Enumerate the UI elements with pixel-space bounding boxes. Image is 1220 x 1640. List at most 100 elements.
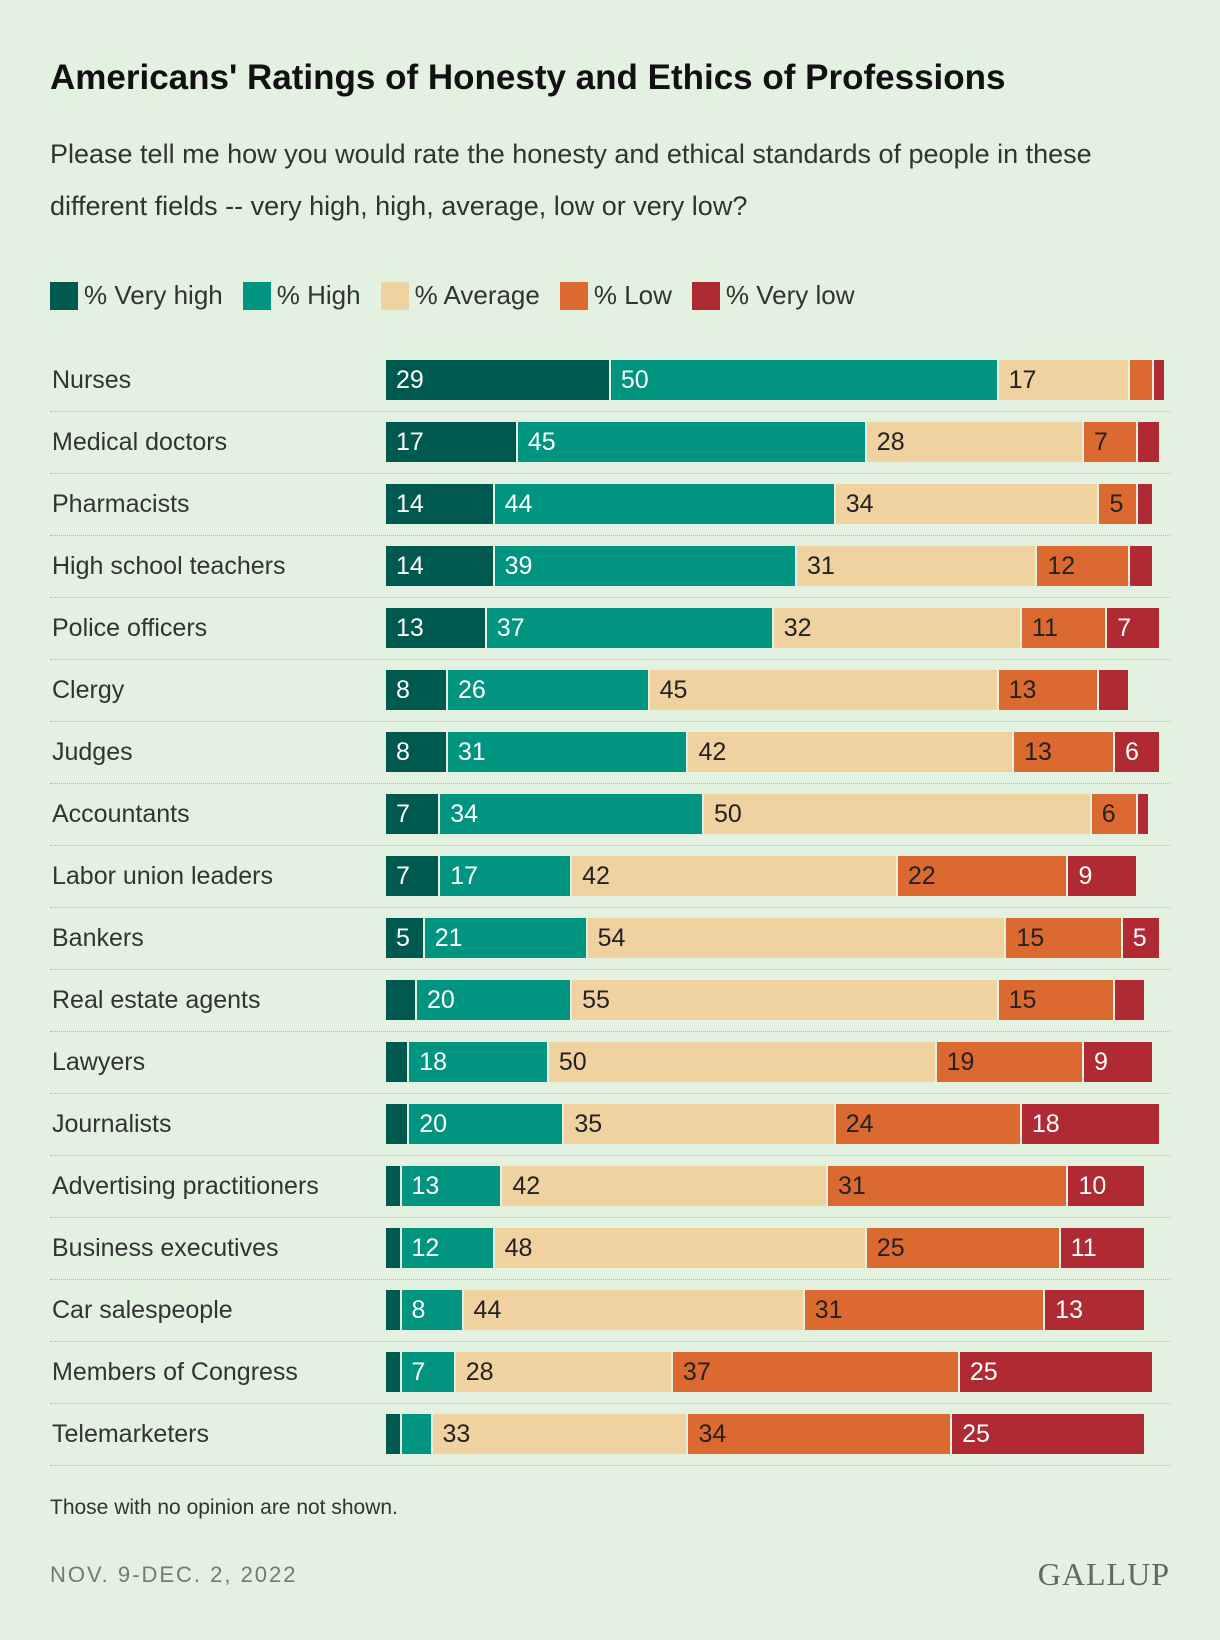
bar-segment: 13: [1045, 1290, 1146, 1330]
bar-segment: 6: [1091, 794, 1139, 834]
bar-segment: 8: [386, 732, 449, 772]
bar-segment: 8: [401, 1290, 464, 1330]
bar-segment: 48: [494, 1228, 867, 1268]
bar-segment: [386, 1042, 410, 1082]
bar-segment: [1138, 422, 1162, 462]
data-label: 29: [396, 366, 424, 394]
chart-row: Nurses 29 50 17: [50, 349, 1170, 412]
chart-row: Labor union leaders 7 17 42 22 9: [50, 845, 1170, 908]
bar-segment: 20: [417, 980, 573, 1020]
legend: % Very high % High % Average % Low % Very lo…: [50, 280, 855, 311]
bar-segment: 42: [572, 856, 898, 896]
data-label: 45: [527, 428, 556, 456]
bar-segment: [1130, 546, 1154, 586]
data-label: 31: [814, 1296, 843, 1324]
bar-segment: 31: [448, 732, 689, 772]
bar-segment: [1138, 484, 1154, 524]
bar-segment: 31: [828, 1166, 1069, 1206]
bar-segment: 17: [998, 360, 1131, 400]
data-label: 7: [411, 1358, 426, 1386]
category-label: Nurses: [52, 366, 132, 394]
chart-row: Advertising practitioners 13 42 31 10: [50, 1155, 1170, 1218]
chart-row: Accountants 7 34 50 6: [50, 783, 1170, 846]
chart-row: Journalists 20 35 24 18: [50, 1093, 1170, 1156]
chart-row: Bankers 5 21 54 15 5: [50, 907, 1170, 970]
legend-item: % High: [242, 280, 361, 311]
chart-row: Car salespeople 8 44 31 13: [50, 1279, 1170, 1342]
data-label: 6: [1124, 738, 1139, 766]
bar-segment: 18: [1021, 1104, 1162, 1144]
data-label: 7: [1093, 428, 1108, 456]
bar-segment: [386, 1228, 402, 1268]
bar-segment: 15: [1006, 918, 1123, 958]
chart-row: Members of Congress 7 28 37 25: [50, 1341, 1170, 1404]
bar-segment: 10: [1068, 1166, 1146, 1206]
bar-segment: 42: [688, 732, 1015, 772]
data-label: 24: [845, 1110, 874, 1138]
category-label: Accountants: [52, 800, 190, 828]
category-label: Pharmacists: [52, 490, 190, 518]
bar-segment: 34: [440, 794, 704, 834]
data-label: 31: [458, 738, 486, 766]
category-label: Telemarketers: [52, 1420, 209, 1448]
legend-label: % Very low: [725, 280, 855, 310]
bar-segment: 13: [401, 1166, 503, 1206]
data-label: 44: [473, 1296, 502, 1324]
bar-segment: 50: [703, 794, 1092, 834]
data-label: 34: [450, 800, 479, 828]
bar-segment: 18: [409, 1042, 549, 1082]
bar-segment: 28: [455, 1352, 673, 1392]
category-label: Clergy: [52, 676, 125, 704]
category-label: Judges: [52, 738, 133, 766]
bar-segment: [386, 1290, 402, 1330]
data-label: 17: [396, 428, 424, 456]
chart-row: Police officers 13 37 32 11 7: [50, 597, 1170, 660]
chart-row: Medical doctors 17 45 28 7: [50, 411, 1170, 474]
data-label: 17: [450, 862, 479, 890]
bar-segment: 34: [688, 1414, 953, 1454]
data-label: 25: [962, 1420, 990, 1448]
chart-row: High school teachers 14 39 31 12: [50, 535, 1170, 598]
data-label: 13: [411, 1172, 440, 1200]
bar-segment: 17: [440, 856, 573, 896]
bar-segment: 42: [502, 1166, 829, 1206]
data-label: 42: [512, 1172, 541, 1200]
bar-segment: 50: [610, 360, 999, 400]
data-label: 31: [838, 1172, 866, 1200]
legend-item: % Low: [559, 280, 672, 311]
data-label: 5: [396, 924, 410, 952]
data-label: 14: [396, 490, 424, 518]
bar-segment: [386, 1352, 402, 1392]
bar-segment: 37: [672, 1352, 960, 1392]
bar-segment: 5: [386, 918, 425, 958]
footnote: Those with no opinion are not shown.: [50, 1496, 398, 1519]
data-label: 50: [558, 1048, 587, 1076]
data-label: 15: [1016, 924, 1045, 952]
category-label: Journalists: [52, 1110, 172, 1138]
bar-segment: 5: [1099, 484, 1139, 524]
data-label: 50: [713, 800, 742, 828]
data-label: 22: [907, 862, 936, 890]
legend-swatch: [242, 281, 271, 310]
data-label: 11: [1070, 1234, 1097, 1262]
data-label: 13: [396, 614, 424, 642]
data-label: 44: [504, 490, 533, 518]
bar-segment: 11: [1021, 608, 1108, 648]
data-label: 18: [419, 1048, 448, 1076]
chart-subtitle: Please tell me how you would rate the ho…: [50, 139, 1092, 221]
bar-segment: 7: [386, 794, 441, 834]
category-label: Business executives: [52, 1234, 279, 1262]
data-label: 15: [1008, 986, 1037, 1014]
data-label: 25: [876, 1234, 905, 1262]
bar-segment: 22: [897, 856, 1069, 896]
data-label: 54: [597, 924, 626, 952]
data-label: 34: [698, 1420, 727, 1448]
data-label: 37: [496, 614, 525, 642]
bar-segment: 25: [866, 1228, 1061, 1268]
legend-label: % Low: [593, 280, 672, 310]
data-label: 50: [620, 366, 649, 394]
data-label: 48: [504, 1234, 533, 1262]
data-label: 13: [1024, 738, 1052, 766]
bar-segment: [1138, 794, 1151, 834]
